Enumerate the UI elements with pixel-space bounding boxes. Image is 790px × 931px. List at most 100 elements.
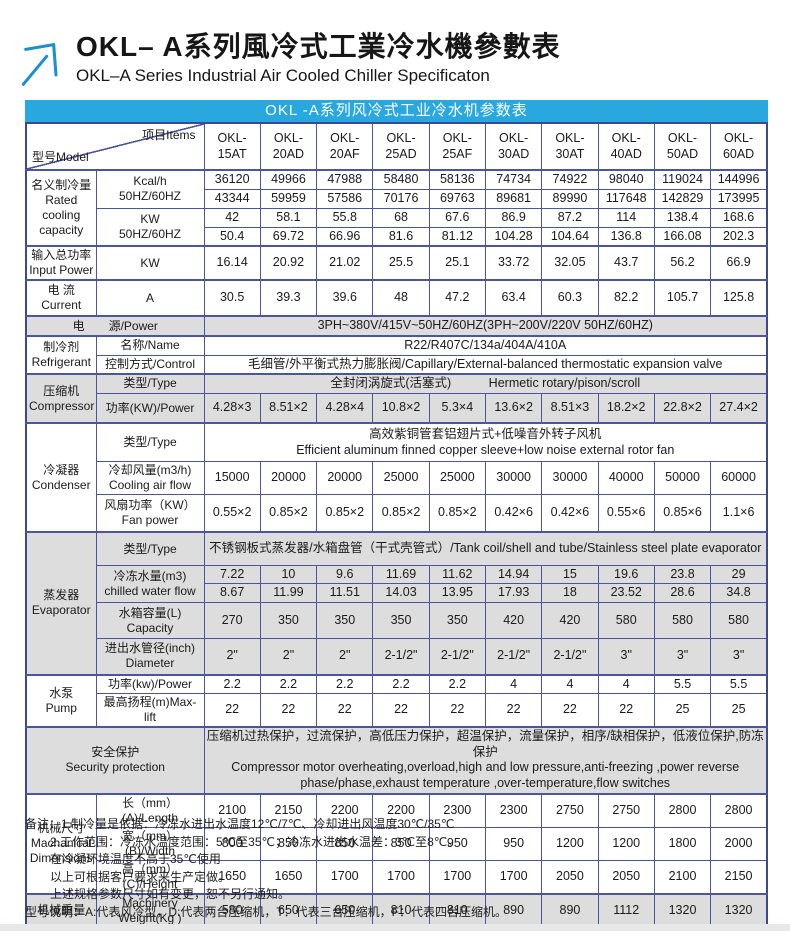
row-label-dimensions: 机械尺寸 Machanical Dimensions (25, 792, 97, 895)
table-cell: 17.93 (484, 583, 543, 603)
table-banner: OKL -A系列风冷式工业冷水机参数表 (25, 100, 768, 122)
table-cell: 86.9 (484, 207, 543, 228)
table-cell: 350 (259, 602, 318, 639)
table-cell: 8.51×2 (259, 392, 318, 424)
table-cell: 166.08 (653, 226, 712, 247)
notes-block: 备注：1.制冷量是依据：冷冻水进出水温度12℃/7℃、冷却进出风温度30℃/35… (25, 816, 765, 931)
table-cell: 0.85×6 (653, 493, 712, 533)
table-cell: 10 (259, 564, 318, 585)
row-label-airflow: 冷却风量(m3/h) Cooling air flow (95, 460, 205, 495)
table-cell: OKL- 20AD (259, 122, 318, 171)
table-cell: 21.02 (316, 245, 374, 281)
table-cell: 68 (372, 207, 430, 228)
row-label-rated: 名义制冷量 Rated cooling capacity (25, 168, 97, 247)
row-label-height: 高（mm）(C)/Height (95, 859, 205, 895)
table-cell: 2.2 (428, 673, 486, 695)
table-cell: 33.72 (484, 245, 543, 281)
row-label-compressor: 压缩机 Compressor (25, 373, 97, 424)
table-cell: 9.6 (316, 564, 374, 585)
table-cell: 810 (372, 892, 430, 929)
table-cell: 67.6 (428, 207, 486, 228)
table-cell: 1650 (203, 859, 261, 895)
table-row: 电 源/Power 3PH~380V/415V~50HZ/60HZ(3PH~20… (25, 315, 768, 337)
table-cell: 69.72 (259, 226, 318, 247)
table-cell: 2300 (428, 792, 486, 828)
table-cell: 1320 (653, 892, 712, 929)
table-cell: 10.8×2 (372, 392, 430, 424)
row-label-width: 宽（mm）(B)/Width (95, 826, 205, 861)
table-cell: 28.6 (653, 583, 712, 603)
table-row: 机械尺寸 Machanical Dimensions 长（mm）(A)/Leng… (25, 792, 768, 895)
row-label-kw: KW 50HZ/60HZ (95, 207, 205, 247)
row-label-evap-type: 类型/Type (95, 531, 205, 566)
table-cell: 2800 (653, 792, 712, 828)
table-cell: 11.69 (372, 564, 430, 585)
table-cell: OKL- 40AD (597, 122, 655, 171)
table-cell: 19.6 (597, 564, 655, 585)
table-cell: 0.42×6 (484, 493, 543, 533)
table-cell: 98040 (597, 168, 655, 190)
table-cell: 270 (203, 602, 261, 639)
table-cell: 136.8 (597, 226, 655, 247)
table-cell: 8.67 (203, 583, 261, 603)
table-cell: 138.4 (653, 207, 712, 228)
note-line: 型号说明：A:代表风冷型，D:代表两台压缩机，T：代表三台压缩机，F：代表四台压… (25, 904, 508, 919)
table-cell: 350 (372, 602, 430, 639)
table-cell: 59959 (259, 188, 318, 209)
table-cell: 74734 (484, 168, 543, 190)
table-cell: 4 (597, 673, 655, 695)
table-cell: 29 (710, 564, 768, 585)
table-cell: 0.85×2 (316, 493, 374, 533)
table-cell: 2.2 (259, 673, 318, 695)
table-cell: 15 (541, 564, 599, 585)
table-row: 进出水管径(inch) Diameter 2" 2" 2" 2-1/2" 2-1/2" 2… (26, 638, 768, 675)
table-row: 控制方式/Control 毛细管/外平衡式热力膨胀阀/Capillary/Ext… (26, 354, 768, 375)
table-cell: 2" (259, 638, 318, 675)
table-cell: 42 (203, 207, 261, 228)
row-label-kcal: Kcal/h 50HZ/60HZ (95, 168, 205, 209)
table-row: 电 流 Current A 30.5 39.3 39.6 48 47.2 63.4 60.3… (25, 279, 768, 317)
table-cell: 0.85×2 (372, 493, 430, 533)
table-row: 输入总功率 Input Power KW 16.14 20.92 21.02 25.5… (25, 245, 768, 281)
table-cell: 650 (259, 892, 318, 929)
table-cell: 0.85×2 (259, 493, 318, 533)
table-cell: 105.7 (653, 279, 712, 317)
table-cell: 81.6 (372, 226, 430, 247)
table-cell: 950 (484, 826, 543, 861)
spec-table: 型号Model 项目Items OKL- 15AT OKL- 20AD OKL- 2… (25, 122, 768, 929)
table-cell: 89990 (541, 188, 599, 209)
table-cell: 2150 (710, 859, 768, 895)
row-label-condenser: 冷凝器 Condenser (25, 422, 97, 533)
table-row: 名义制冷量 Rated cooling capacity Kcal/h 50HZ… (25, 168, 768, 247)
table-cell: 63.4 (484, 279, 543, 317)
refrigerant-control-value: 毛细管/外平衡式热力膨胀阀/Capillary/External-balance… (203, 354, 768, 375)
table-cell: 810 (428, 892, 486, 929)
table-row: 蒸发器 Evaporator 类型/Type 不锈钢板式蒸发器/水箱盘管（干式壳… (25, 531, 768, 676)
spec-table-wrap: OKL -A系列风冷式工业冷水机参数表 型号Model 项目Items OKL-… (25, 100, 768, 929)
table-cell: 13.95 (428, 583, 486, 603)
table-cell: 14.94 (484, 564, 543, 585)
table-cell: 2050 (597, 859, 655, 895)
row-label-input-unit: KW (95, 245, 205, 281)
row-label-power-source: 电 源/Power (25, 315, 205, 337)
table-cell: 27.4×2 (710, 392, 768, 424)
table-row: KW 50HZ/60HZ 42 58.1 55.8 68 67.6 86.9 87.2 114… (26, 207, 768, 247)
row-label-comp-power: 功率(KW)/Power (95, 392, 205, 424)
table-cell: 104.64 (541, 226, 599, 247)
note-line: 以上可根据客户要求来生产定做。 (50, 869, 231, 884)
table-cell: 2750 (541, 792, 599, 828)
table-cell: 117648 (597, 188, 655, 209)
corner-cell: 型号Model 项目Items (25, 122, 205, 171)
table-cell: 0.85×2 (428, 493, 486, 533)
table-cell: 1700 (484, 859, 543, 895)
table-cell: 20000 (316, 460, 374, 495)
table-cell: 23.8 (653, 564, 712, 585)
table-cell: 0.55×2 (203, 493, 261, 533)
table-cell: 7.22 (203, 564, 261, 585)
table-cell: 16.14 (203, 245, 261, 281)
row-label-pump: 水泵 Pump (25, 673, 97, 728)
table-cell: 25.1 (428, 245, 486, 281)
table-cell: OKL- 25AF (428, 122, 486, 171)
table-cell: 2-1/2" (484, 638, 543, 675)
note-line: 上述规格参数尺寸如有变更，恕不另行通知。 (50, 887, 291, 901)
